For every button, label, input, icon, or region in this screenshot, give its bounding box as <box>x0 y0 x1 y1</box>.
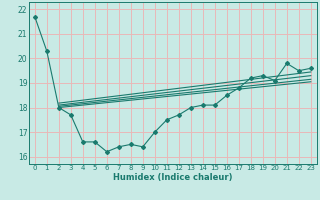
X-axis label: Humidex (Indice chaleur): Humidex (Indice chaleur) <box>113 173 233 182</box>
